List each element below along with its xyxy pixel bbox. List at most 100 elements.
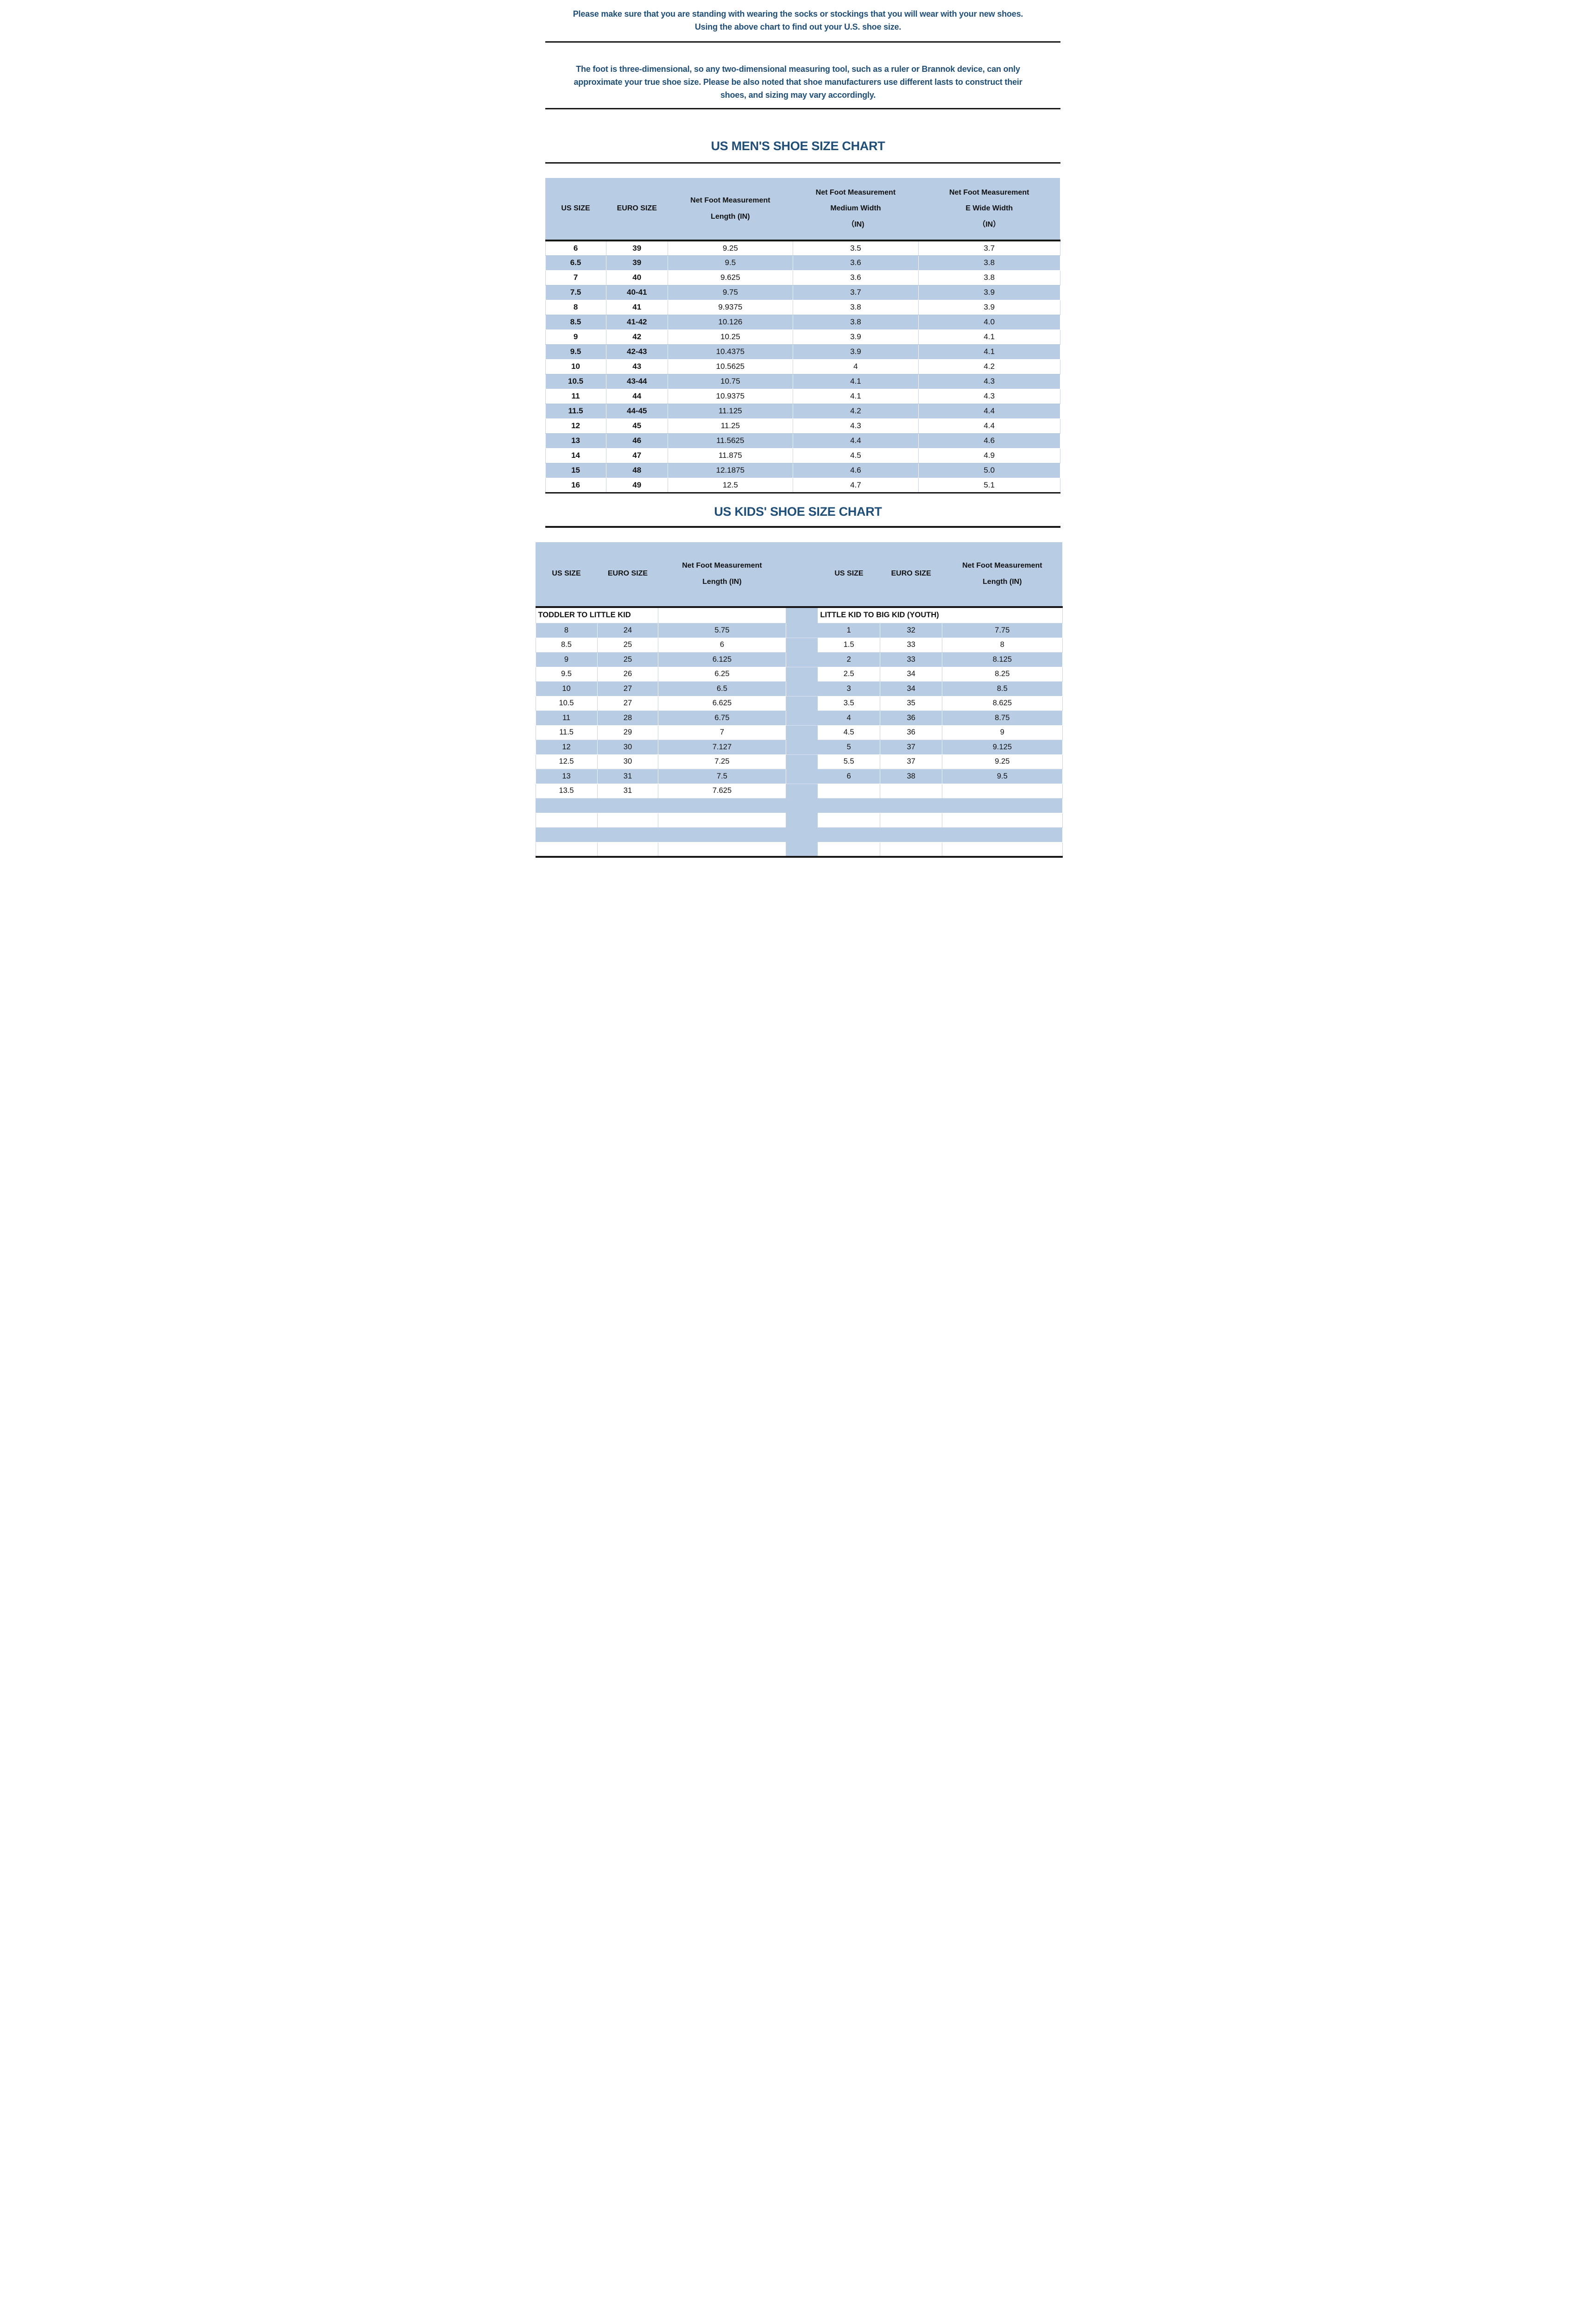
empty-cell [818, 842, 881, 858]
cell-length-left: 7.625 [658, 784, 786, 798]
mens-header-length: Net Foot Measurement Length (IN) [668, 178, 793, 241]
cell-us-size: 9.5 [545, 344, 606, 360]
cell-euro-size-right: 37 [880, 754, 943, 769]
empty-cell [658, 798, 786, 813]
cell-length-right: 8.125 [942, 652, 1063, 667]
cell-length-right: 8.25 [942, 667, 1063, 682]
cell-medium-width: 4.5 [793, 448, 919, 463]
kids-table-row: 11 28 6.75 4 36 8.75 [535, 710, 1063, 726]
mens-table-row: 11 44 10.9375 4.1 4.3 [545, 389, 1060, 404]
cell-us-size-right: 5 [818, 740, 881, 755]
empty-cell [880, 798, 942, 813]
center-divider-cell [786, 754, 818, 769]
cell-length-right [942, 784, 1063, 798]
cell-euro-size-left: 25 [597, 652, 659, 667]
cell-length: 12.1875 [668, 463, 793, 478]
center-divider-cell [786, 813, 818, 828]
cell-us-size-right: 1.5 [818, 638, 881, 652]
center-divider-cell [786, 623, 818, 638]
mens-table-row: 7.5 40-41 9.75 3.7 3.9 [545, 285, 1060, 300]
cell-length-right: 9.125 [942, 740, 1063, 755]
kids-table-row: 8 24 5.75 1 32 7.75 [535, 623, 1063, 638]
cell-e-wide-width: 3.8 [918, 255, 1060, 271]
cell-euro-size-right: 38 [880, 769, 943, 784]
empty-cell [942, 798, 1062, 813]
cell-euro-size-left: 30 [597, 754, 659, 769]
empty-cell [535, 813, 598, 828]
cell-e-wide-width: 4.3 [918, 389, 1060, 404]
cell-medium-width: 3.9 [793, 344, 919, 360]
cell-euro-size: 47 [606, 448, 668, 463]
cell-euro-size: 42 [606, 329, 668, 345]
kids-table-row: 9 25 6.125 2 33 8.125 [535, 652, 1063, 667]
cell-euro-size: 41 [606, 300, 668, 315]
empty-cell [536, 798, 598, 813]
cell-medium-width: 4.2 [793, 404, 919, 419]
mens-table-row: 12 45 11.25 4.3 4.4 [545, 418, 1060, 434]
cell-us-size-right: 2.5 [818, 667, 881, 682]
empty-cell [658, 842, 786, 858]
center-divider-cell [786, 681, 818, 696]
cell-us-size-left: 12.5 [535, 754, 598, 769]
cell-us-size-right: 5.5 [818, 754, 881, 769]
cell-medium-width: 4.1 [793, 389, 919, 404]
cell-us-size: 10 [545, 359, 606, 374]
cell-us-size-left: 12 [535, 740, 598, 755]
cell-length: 9.9375 [668, 300, 793, 315]
cell-length-left: 6.75 [658, 710, 786, 726]
cell-us-size-left: 8 [535, 623, 598, 638]
cell-euro-size-left: 30 [597, 740, 659, 755]
mens-table-row: 11.5 44-45 11.125 4.2 4.4 [545, 404, 1060, 419]
center-divider-cell [786, 769, 818, 784]
mens-header-euro-size: EURO SIZE [606, 178, 668, 241]
cell-length: 9.75 [668, 285, 793, 300]
mens-table-row: 16 49 12.5 4.7 5.1 [545, 478, 1060, 494]
mens-table-row: 8 41 9.9375 3.8 3.9 [545, 300, 1060, 315]
cell-e-wide-width: 4.4 [918, 418, 1060, 434]
empty-cell [880, 813, 943, 828]
kids-table-row: 11.5 29 7 4.5 36 9 [535, 725, 1063, 740]
cell-length-left: 7.25 [658, 754, 786, 769]
cell-euro-size-left: 25 [597, 638, 659, 652]
cell-medium-width: 3.6 [793, 255, 919, 271]
cell-euro-size-left: 24 [597, 623, 659, 638]
cell-euro-size: 43-44 [606, 374, 668, 389]
kids-header-euro-size-right: EURO SIZE [880, 542, 942, 608]
cell-length: 10.5625 [668, 359, 793, 374]
kids-size-table: US SIZE EURO SIZE Net Foot Measurement L… [535, 542, 1063, 858]
kids-table-row: 10.5 27 6.625 3.5 35 8.625 [535, 696, 1063, 711]
cell-e-wide-width: 4.4 [918, 404, 1060, 419]
mens-table-row: 15 48 12.1875 4.6 5.0 [545, 463, 1060, 478]
cell-euro-size-right: 32 [880, 623, 943, 638]
empty-cell [880, 842, 943, 858]
cell-euro-size: 43 [606, 359, 668, 374]
cell-e-wide-width: 3.7 [918, 241, 1060, 256]
cell-us-size-left: 10.5 [535, 696, 598, 711]
kids-table-row: 8.5 25 6 1.5 33 8 [535, 638, 1063, 652]
empty-cell [658, 827, 786, 842]
mens-chart-title: US MEN'S SHOE SIZE CHART [711, 139, 885, 153]
cell-euro-size: 40-41 [606, 285, 668, 300]
cell-medium-width: 3.6 [793, 270, 919, 285]
divider-rule-1 [545, 41, 1060, 43]
cell-medium-width: 3.8 [793, 315, 919, 330]
mens-table-row: 9.5 42-43 10.4375 3.9 4.1 [545, 344, 1060, 360]
cell-euro-size: 41-42 [606, 315, 668, 330]
mens-table-row: 8.5 41-42 10.126 3.8 4.0 [545, 315, 1060, 330]
center-divider-cell [786, 638, 818, 652]
cell-us-size: 7.5 [545, 285, 606, 300]
mens-header-e-wide-width: Net Foot Measurement E Wide Width （IN） [918, 178, 1060, 241]
cell-length-left: 7.5 [658, 769, 786, 784]
center-divider-cell [786, 842, 818, 858]
center-divider-cell [786, 607, 818, 623]
mens-table-row: 10.5 43-44 10.75 4.1 4.3 [545, 374, 1060, 389]
kids-empty-row [535, 813, 1063, 828]
group-label-youth: LITTLE KID TO BIG KID (YOUTH) [818, 607, 1063, 623]
cell-medium-width: 4.4 [793, 433, 919, 449]
note-measuring-tool: The foot is three-dimensional, so any tw… [574, 64, 1022, 100]
cell-us-size-right: 3.5 [818, 696, 881, 711]
cell-us-size-right: 1 [818, 623, 881, 638]
cell-us-size: 11.5 [545, 404, 606, 419]
cell-us-size-left: 13 [535, 769, 598, 784]
cell-euro-size-right: 34 [880, 667, 943, 682]
